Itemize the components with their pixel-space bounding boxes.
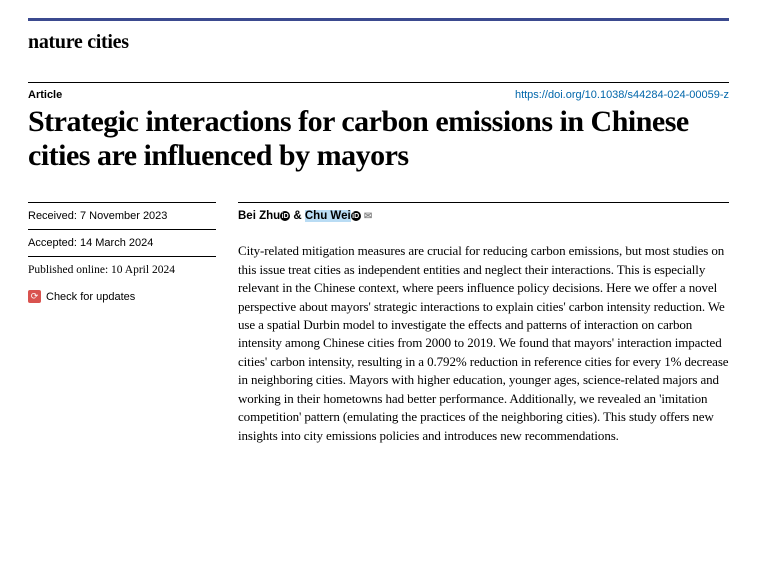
article-type: Article bbox=[28, 89, 62, 101]
content-column: Bei ZhuiD & Chu WeiiD ✉ City-related mit… bbox=[238, 202, 729, 445]
check-updates-label: Check for updates bbox=[46, 291, 135, 303]
check-updates-icon: ⟳ bbox=[28, 290, 41, 303]
authors-line: Bei ZhuiD & Chu WeiiD ✉ bbox=[238, 202, 729, 242]
main-area: Received: 7 November 2023 Accepted: 14 M… bbox=[28, 202, 729, 445]
top-rule bbox=[28, 18, 729, 21]
orcid-icon[interactable]: iD bbox=[280, 211, 290, 221]
metadata-column: Received: 7 November 2023 Accepted: 14 M… bbox=[28, 202, 216, 445]
mail-icon[interactable]: ✉ bbox=[364, 211, 372, 222]
author-separator: & bbox=[290, 210, 305, 222]
received-date: Received: 7 November 2023 bbox=[28, 202, 216, 229]
article-title: Strategic interactions for carbon emissi… bbox=[28, 105, 729, 172]
check-updates-link[interactable]: ⟳ Check for updates bbox=[28, 283, 216, 310]
orcid-icon[interactable]: iD bbox=[351, 211, 361, 221]
author-2[interactable]: Chu Wei bbox=[305, 210, 351, 222]
accepted-date: Accepted: 14 March 2024 bbox=[28, 229, 216, 256]
header-row: Article https://doi.org/10.1038/s44284-0… bbox=[28, 82, 729, 101]
published-date: Published online: 10 April 2024 bbox=[28, 256, 216, 283]
author-1[interactable]: Bei Zhu bbox=[238, 210, 280, 222]
doi-link[interactable]: https://doi.org/10.1038/s44284-024-00059… bbox=[515, 89, 729, 101]
journal-name: nature cities bbox=[28, 31, 729, 54]
abstract-text: City-related mitigation measures are cru… bbox=[238, 242, 729, 445]
